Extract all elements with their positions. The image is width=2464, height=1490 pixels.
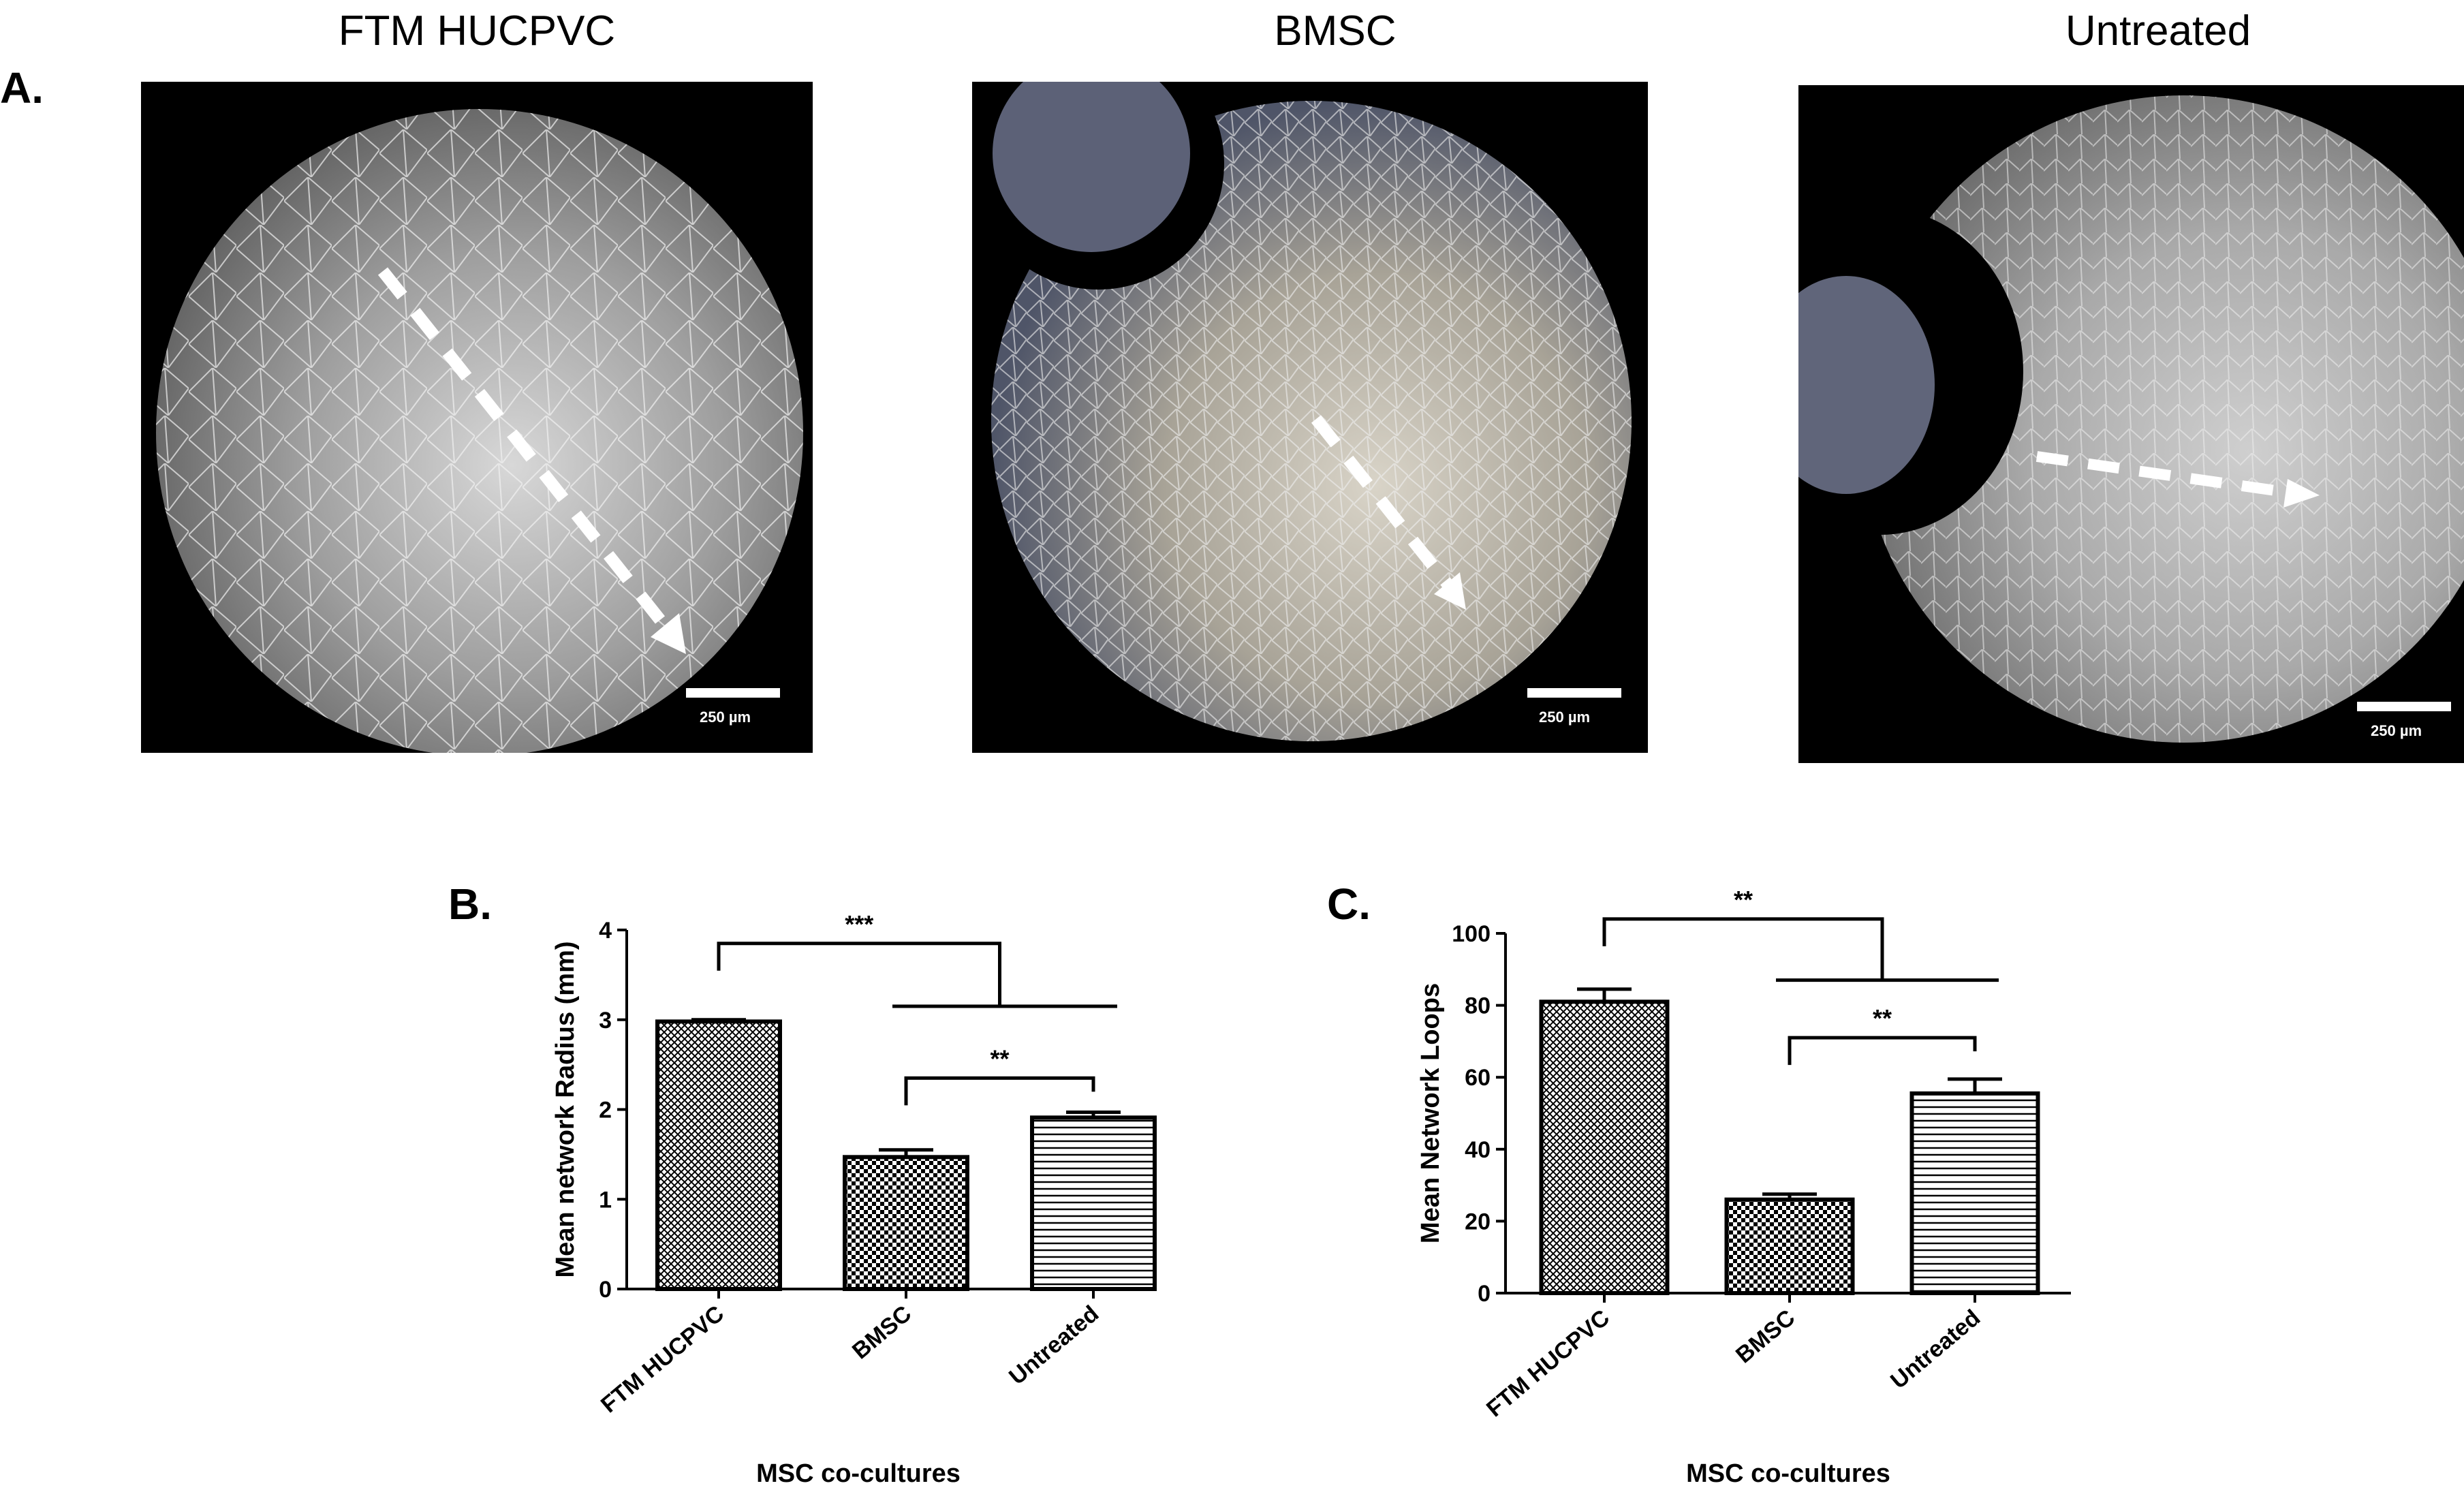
chart-b-y-tick-label: 3 bbox=[599, 1008, 612, 1034]
chart-b-category-label-1: BMSC bbox=[847, 1301, 916, 1364]
chart-c-bar-1 bbox=[1724, 1197, 1855, 1295]
chart-b-y-tick-label: 4 bbox=[599, 918, 612, 944]
micrograph-bmsc: 250 µm bbox=[972, 82, 1648, 753]
chart-b-y-tick-label: 0 bbox=[599, 1277, 612, 1303]
micrograph-ftm-hucpvc-image: 250 µm bbox=[156, 109, 803, 753]
panel-label-b: B. bbox=[448, 880, 492, 929]
scale-bar-label-2: 250 µm bbox=[1539, 709, 1590, 726]
chart-b-bar-0 bbox=[655, 1019, 782, 1291]
chart-b-x-axis-title: MSC co-cultures bbox=[756, 1459, 961, 1488]
chart-b-bar-1 bbox=[843, 1155, 969, 1292]
chart-b-category-label-2: Untreated bbox=[1004, 1301, 1104, 1390]
scale-bar-label-3: 250 µm bbox=[2371, 722, 2422, 739]
chart-c: ** ** 0 20 40 60 80 100 FTM HUCPVC BMSC Untreated… bbox=[1416, 886, 2071, 1488]
micrograph-title-untreated: Untreated bbox=[2065, 7, 2251, 55]
chart-c-y-tick-label: 40 bbox=[1465, 1137, 1491, 1163]
chart-c-significance: ** ** bbox=[1602, 886, 1999, 1066]
chart-c-x-axis-title: MSC co-cultures bbox=[1686, 1459, 1890, 1488]
micrograph-ftm-hucpvc: 250 µm bbox=[141, 82, 813, 753]
micrograph-title-ftm-hucpvc: FTM HUCPVC bbox=[338, 7, 616, 55]
chart-c-y-tick-label: 60 bbox=[1465, 1065, 1491, 1091]
chart-c-y-tick-label: 20 bbox=[1465, 1209, 1491, 1235]
micrograph-untreated-image: 250 µm bbox=[1798, 95, 2464, 743]
panel-label-a: A. bbox=[0, 63, 44, 112]
chart-c-y-tick-label: 80 bbox=[1465, 993, 1491, 1019]
chart-b-y-axis-title: Mean network Radius (mm) bbox=[551, 941, 580, 1277]
chart-c-bar-0 bbox=[1539, 999, 1670, 1295]
chart-b-sig-label-0: *** bbox=[845, 910, 873, 938]
panel-label-c: C. bbox=[1327, 880, 1371, 929]
chart-c-sig-label-1: ** bbox=[1873, 1004, 1892, 1032]
chart-c-category-label-0: FTM HUCPVC bbox=[1482, 1305, 1615, 1422]
chart-b-y-tick-label: 2 bbox=[599, 1098, 612, 1123]
micrograph-title-bmsc: BMSC bbox=[1274, 7, 1397, 55]
chart-c-bars bbox=[1539, 987, 2040, 1295]
chart-c-category-label-1: BMSC bbox=[1731, 1305, 1800, 1368]
chart-c-sig-bracket-1 bbox=[1788, 1036, 1977, 1066]
chart-c-y-axis-title: Mean Network Loops bbox=[1416, 983, 1445, 1243]
chart-c-category-label-2: Untreated bbox=[1886, 1305, 1985, 1394]
chart-b-bar-2 bbox=[1030, 1115, 1157, 1292]
chart-c-sig-bracket-0 bbox=[1602, 917, 1884, 980]
chart-b-category-label-0: FTM HUCPVC bbox=[596, 1301, 729, 1418]
chart-b-labels: 0 1 2 3 4 FTM HUCPVC BMSC Untreated Mean network… bbox=[551, 918, 1104, 1488]
chart-c-y-tick-label: 0 bbox=[1478, 1281, 1491, 1307]
scale-bar-label-1: 250 µm bbox=[700, 709, 751, 726]
chart-b-bars bbox=[655, 1018, 1157, 1292]
chart-c-y-tick-label: 100 bbox=[1452, 921, 1491, 947]
micrograph-bmsc-image: 250 µm bbox=[972, 82, 1632, 741]
chart-b-sig-label-1: ** bbox=[990, 1044, 1009, 1072]
chart-c-sig-label-0: ** bbox=[1734, 886, 1753, 914]
chart-b-sig-bracket-1 bbox=[904, 1076, 1095, 1106]
micrograph-untreated: 250 µm bbox=[1798, 85, 2464, 763]
chart-c-bar-2 bbox=[1909, 1091, 2040, 1295]
chart-b-significance: ***** bbox=[717, 910, 1117, 1106]
chart-b-sig-bracket-0 bbox=[717, 942, 1001, 1006]
chart-b-y-tick-label: 1 bbox=[599, 1187, 612, 1213]
